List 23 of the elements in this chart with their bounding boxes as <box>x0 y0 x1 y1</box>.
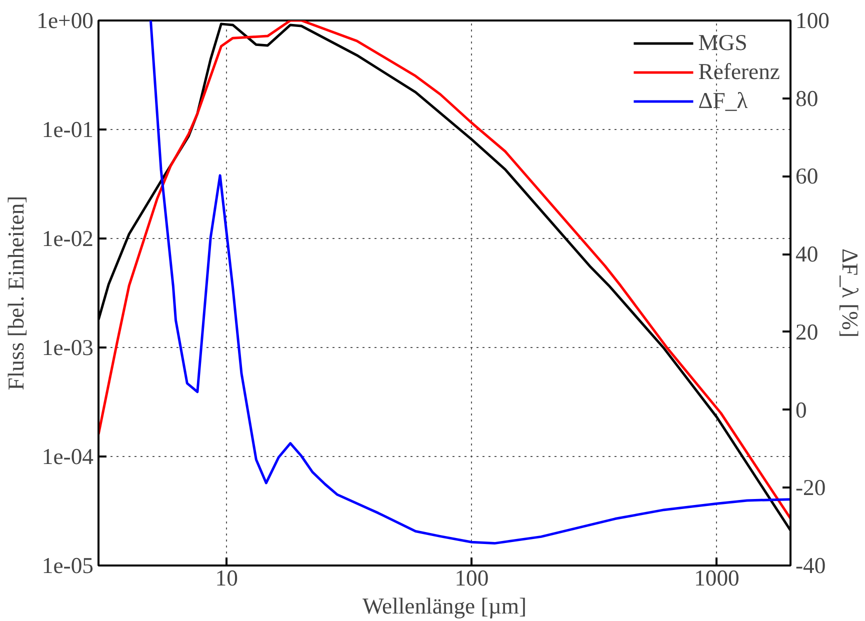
y2-tick-label: 0 <box>796 397 807 422</box>
x-tick-label: 10 <box>215 566 238 590</box>
x-axis-title: Wellenlänge [µm] <box>362 594 527 618</box>
legend-label: ΔF_λ <box>698 88 748 114</box>
y2-tick-label: 20 <box>796 319 818 344</box>
y-tick-label: 1e-04 <box>42 444 94 469</box>
y2-tick-label: 40 <box>796 242 818 267</box>
legend-label: MGS <box>698 30 748 56</box>
x-tick-label: 1000 <box>694 566 740 590</box>
x-tick-label: 100 <box>454 566 489 590</box>
y2-axis-title: ΔF_λ [%] <box>837 248 862 338</box>
y2-tick-label: 80 <box>796 86 818 111</box>
y-tick-label: 1e-02 <box>42 226 94 251</box>
y2-tick-label: -40 <box>796 553 826 578</box>
y-tick-label: 1e-05 <box>42 553 94 578</box>
y2-tick-label: 60 <box>796 164 818 189</box>
y-tick-label: 1e-03 <box>42 335 94 360</box>
y2-tick-label: 100 <box>796 8 830 33</box>
legend-label: Referenz <box>698 59 780 85</box>
y-axis-title: Fluss [bel. Einheiten] <box>4 196 29 390</box>
y2-tick-label: -20 <box>796 475 826 500</box>
y-tick-label: 1e+00 <box>36 8 94 33</box>
y-tick-label: 1e-01 <box>42 117 94 142</box>
